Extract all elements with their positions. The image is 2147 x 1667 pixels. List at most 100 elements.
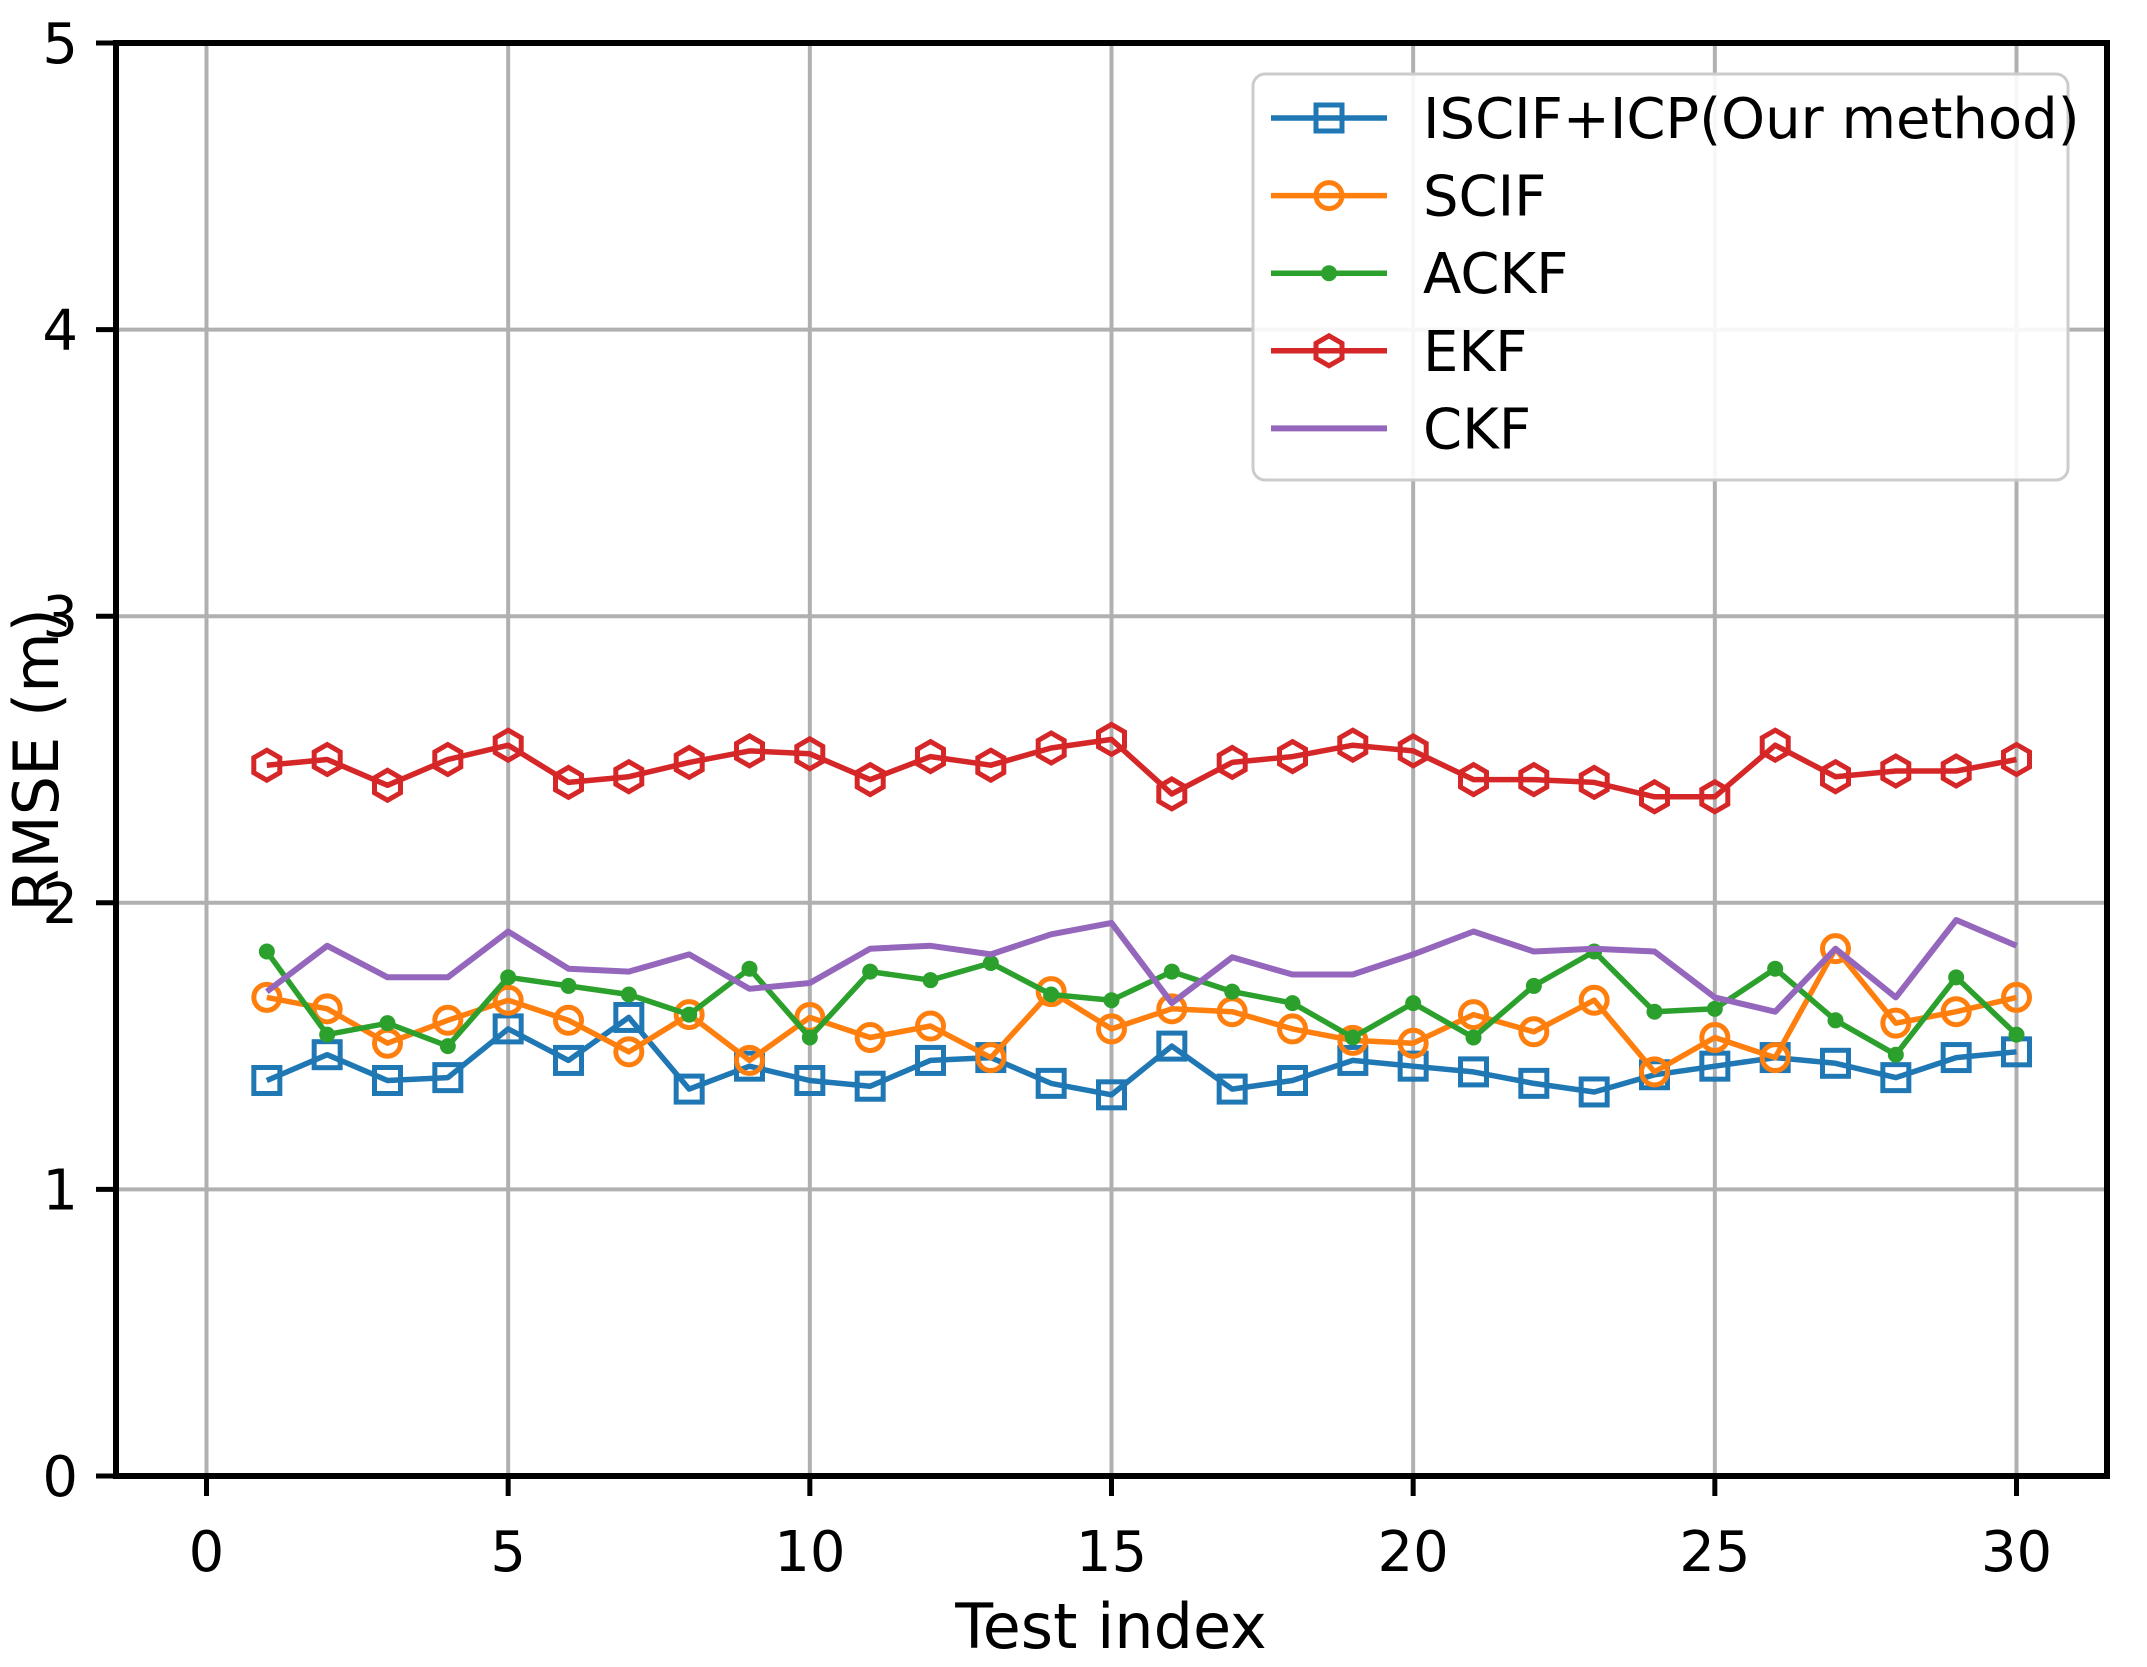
legend-entry: SCIF [1271, 165, 1546, 230]
data-point-marker [560, 977, 577, 994]
data-point-marker [1706, 1000, 1723, 1017]
data-point-marker [1156, 776, 1188, 812]
data-point-marker [1948, 969, 1965, 986]
data-point-marker [1337, 727, 1369, 764]
data-point-marker [975, 1042, 1007, 1074]
data-point-marker [673, 1073, 705, 1105]
data-point-marker [1759, 727, 1791, 764]
x-tick-label: 10 [774, 1520, 845, 1585]
data-point-marker [1096, 721, 1127, 758]
data-point-marker [1639, 778, 1670, 815]
data-point-marker [2008, 1026, 2025, 1043]
data-point-marker [1458, 999, 1489, 1031]
data-point-marker [492, 984, 524, 1016]
data-point-marker [1820, 1047, 1851, 1079]
data-point-marker [1699, 1022, 1731, 1054]
y-tick-label: 0 [42, 1445, 78, 1510]
data-point-marker [613, 1001, 645, 1033]
data-point-marker [1313, 332, 1345, 369]
data-point-marker [1096, 1013, 1127, 1045]
data-point-marker [1699, 778, 1731, 815]
data-point-marker [372, 767, 403, 804]
data-point-marker [1940, 996, 1972, 1028]
data-point-marker [1458, 1056, 1489, 1088]
data-point-marker [1518, 1067, 1550, 1099]
data-point-marker [1397, 1050, 1429, 1082]
legend-label: EKF [1423, 320, 1527, 385]
data-point-marker [854, 1022, 886, 1054]
data-point-marker [854, 761, 886, 798]
data-point-marker [553, 1004, 584, 1036]
data-point-marker [372, 1064, 403, 1096]
data-point-marker [1820, 933, 1851, 965]
data-point-marker [1313, 102, 1345, 134]
data-point-marker [319, 1026, 336, 1043]
data-point-marker [2001, 741, 2032, 778]
data-point-marker [1216, 744, 1248, 781]
data-point-marker [1518, 1016, 1550, 1048]
data-point-marker [982, 954, 999, 971]
data-point-marker [1096, 1079, 1127, 1111]
data-point-marker [258, 943, 275, 960]
data-point-marker [1880, 1062, 1912, 1094]
data-point-marker [1405, 995, 1422, 1012]
data-point-marker [1887, 1046, 1904, 1063]
legend-label: ISCIF+ICP(Our method) [1423, 87, 2080, 152]
data-point-marker [553, 764, 584, 801]
x-tick-label: 30 [1981, 1520, 2052, 1585]
data-point-marker [1216, 1073, 1248, 1105]
data-point-marker [1465, 1029, 1482, 1046]
series-iscif-icp-our-method- [251, 1001, 2032, 1111]
data-point-marker [251, 747, 283, 784]
legend-entry: ISCIF+ICP(Our method) [1271, 87, 2080, 152]
data-point-marker [379, 1015, 396, 1032]
legend-label: ACKF [1423, 242, 1568, 307]
data-point-marker [734, 1044, 765, 1076]
data-point-marker [251, 981, 283, 1013]
legend-entry: EKF [1271, 320, 1527, 385]
data-point-marker [251, 1064, 283, 1096]
data-point-marker [854, 1070, 886, 1102]
data-point-marker [673, 999, 705, 1031]
data-point-marker [1639, 1056, 1670, 1088]
data-point-marker [862, 963, 879, 980]
data-point-marker [915, 1010, 946, 1042]
legend: ISCIF+ICP(Our method) SCIF ACKF EKF CKF [1251, 72, 2080, 482]
y-tick-label: 5 [42, 12, 78, 77]
data-point-marker [613, 1036, 645, 1068]
data-point-marker [1313, 180, 1345, 212]
y-axis-label: RMSE (m) [0, 608, 73, 912]
y-tick-label: 3 [42, 585, 78, 650]
data-point-marker [1827, 1012, 1844, 1029]
data-point-marker [1458, 761, 1489, 798]
data-point-marker [801, 1029, 818, 1046]
data-point-marker [1578, 764, 1610, 801]
data-point-marker [794, 735, 826, 772]
data-point-marker [1397, 733, 1429, 769]
data-point-marker [1518, 761, 1550, 798]
x-tick-label: 0 [189, 1520, 225, 1585]
data-point-marker [1277, 1064, 1308, 1096]
series-ckf [264, 917, 2018, 1015]
data-point-marker [1277, 738, 1308, 775]
series-scif [251, 933, 2032, 1088]
data-point-marker [1043, 986, 1060, 1003]
data-point-marker [673, 744, 705, 781]
data-point-marker [1940, 1042, 1972, 1074]
data-point-marker [1767, 960, 1784, 977]
data-point-marker [1224, 983, 1241, 1000]
data-point-marker [915, 1044, 946, 1076]
data-point-marker [1880, 753, 1912, 789]
data-point-marker [1820, 758, 1851, 795]
data-point-marker [794, 1064, 826, 1096]
legend-entry: ACKF [1271, 242, 1568, 307]
data-point-marker [311, 993, 343, 1025]
data-point-marker [1578, 1076, 1610, 1108]
data-point-marker [1035, 730, 1067, 766]
axes [96, 40, 2110, 1496]
data-point-marker [1103, 992, 1120, 1009]
data-point-marker [500, 969, 517, 986]
data-point-marker [432, 1062, 464, 1094]
x-axis-label: Test index [954, 1590, 1266, 1663]
data-point-marker [1699, 1050, 1731, 1082]
